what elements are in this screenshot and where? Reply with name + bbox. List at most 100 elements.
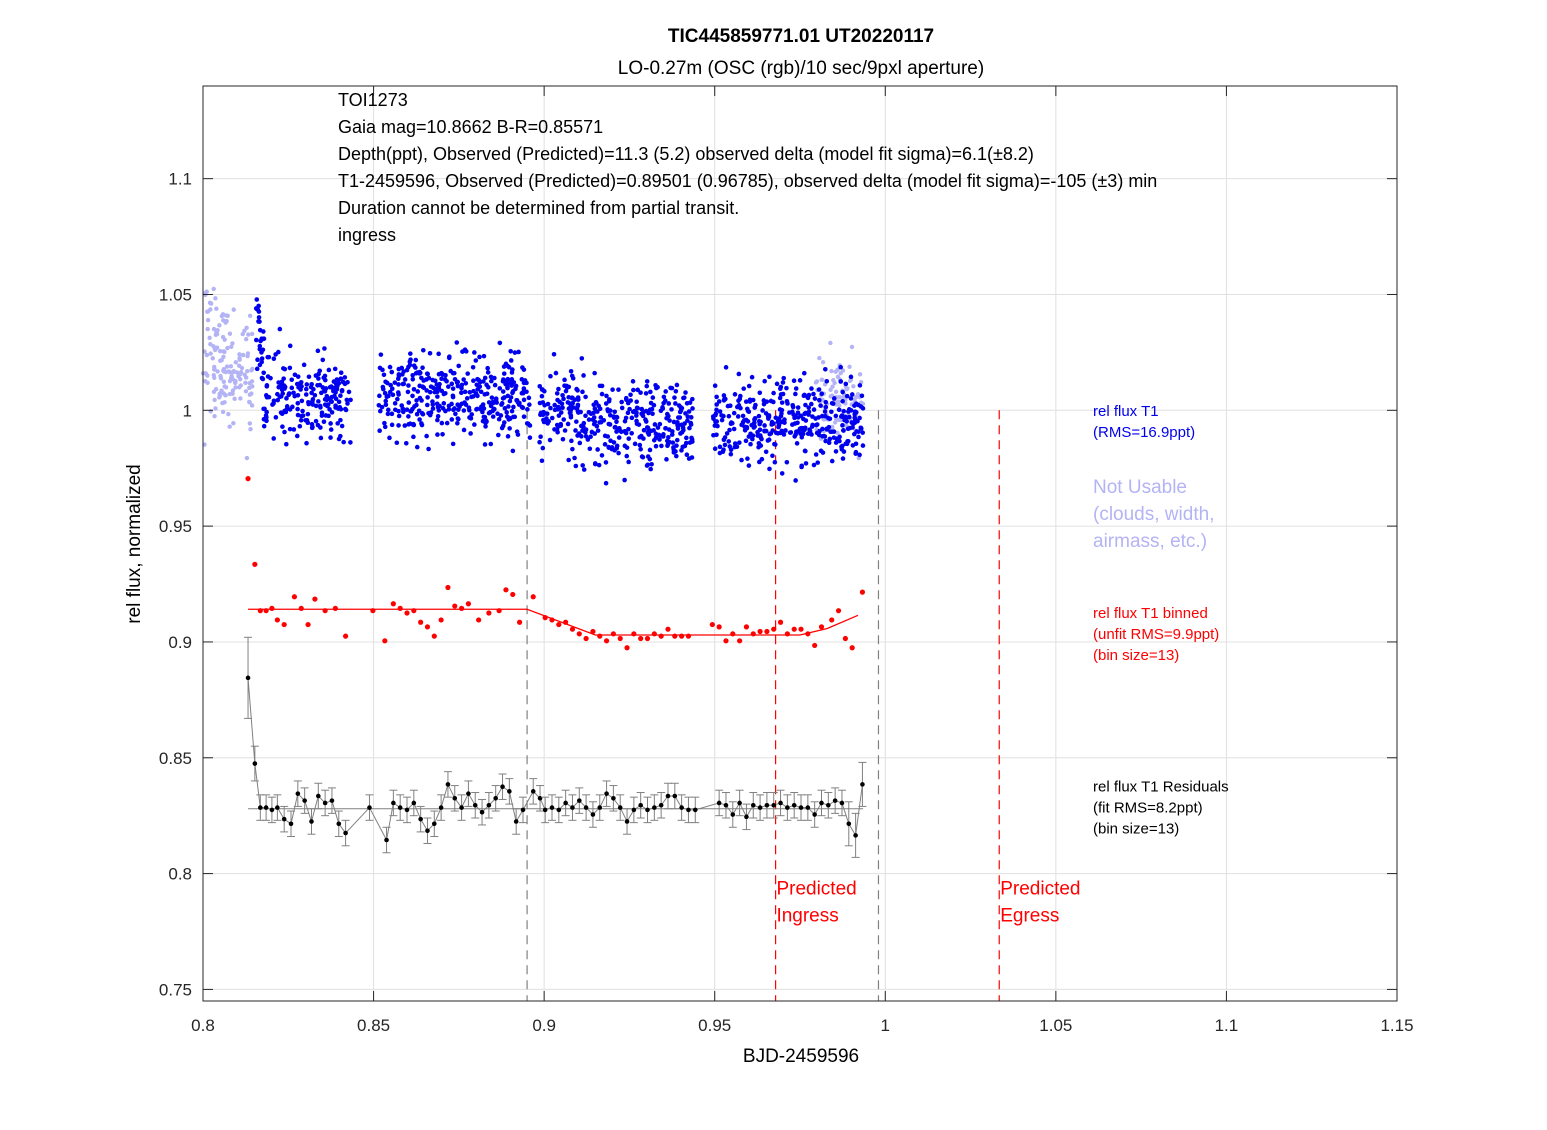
- rel-flux-point: [714, 407, 719, 413]
- rel-flux-point: [638, 390, 643, 395]
- rel-flux-point: [631, 387, 636, 393]
- rel-flux-point: [401, 409, 406, 415]
- rel-flux-point: [816, 415, 821, 420]
- rel-flux-point: [400, 372, 405, 377]
- rel-flux-point: [606, 421, 612, 427]
- rel-flux-point: [271, 356, 277, 361]
- x-tick-label: 0.85: [357, 1016, 390, 1035]
- rel-flux-point: [803, 461, 809, 466]
- rel-flux-point: [820, 426, 825, 432]
- rel-flux-point: [846, 407, 852, 412]
- binned-point: [370, 608, 376, 614]
- rel-flux-point: [612, 409, 618, 415]
- not-usable-point: [233, 380, 238, 385]
- rel-flux-point: [689, 435, 694, 441]
- rel-flux-point: [436, 371, 442, 377]
- predicted-ingress-label: Predicted: [776, 878, 856, 899]
- legend-entry-text: rel flux T1 binned: [1093, 605, 1208, 622]
- rel-flux-point: [431, 385, 436, 391]
- rel-flux-point: [396, 413, 402, 419]
- rel-flux-point: [731, 426, 737, 432]
- rel-flux-point: [844, 393, 850, 399]
- binned-point: [771, 626, 777, 632]
- rel-flux-point: [510, 448, 516, 454]
- binned-point: [332, 605, 338, 611]
- rel-flux-point: [295, 400, 301, 406]
- rel-flux-point: [388, 382, 393, 388]
- rel-flux-point: [474, 406, 480, 412]
- rel-flux-point: [673, 388, 679, 394]
- rel-flux-point: [860, 443, 866, 448]
- rel-flux-point: [338, 417, 343, 423]
- not-usable-point: [212, 397, 217, 403]
- rel-flux-point: [385, 380, 390, 386]
- residual-point: [631, 807, 637, 813]
- binned-point: [679, 633, 685, 639]
- rel-flux-point: [430, 399, 435, 404]
- rel-flux-point: [639, 411, 644, 417]
- rel-flux-point: [539, 393, 545, 399]
- rel-flux-point: [610, 387, 615, 392]
- rel-flux-point: [607, 408, 613, 413]
- not-usable-point: [213, 406, 218, 411]
- not-usable-point: [248, 426, 253, 432]
- rel-flux-point: [327, 384, 333, 390]
- not-usable-point: [245, 353, 250, 359]
- rel-flux-point: [552, 402, 558, 408]
- not-usable-point: [244, 325, 249, 330]
- rel-flux-point: [435, 417, 440, 423]
- rel-flux-point: [446, 407, 452, 412]
- legend-entry-text: (unfit RMS=9.9ppt): [1093, 626, 1219, 643]
- not-usable-point: [242, 328, 247, 333]
- rel-flux-point: [599, 383, 605, 389]
- legend-entry-text: rel flux T1: [1093, 403, 1159, 420]
- rel-flux-point: [462, 400, 467, 405]
- rel-flux-point: [738, 393, 743, 399]
- rel-flux-point: [254, 297, 260, 302]
- rel-flux-point: [845, 439, 850, 444]
- not-usable-point: [230, 369, 236, 375]
- rel-flux-point: [795, 410, 801, 416]
- binned-point: [542, 615, 548, 621]
- rel-flux-point: [402, 377, 408, 382]
- not-usable-point: [238, 377, 243, 382]
- not-usable-point: [236, 363, 242, 368]
- rel-flux-point: [857, 415, 862, 421]
- residual-point: [665, 793, 671, 799]
- rel-flux-point: [591, 410, 596, 416]
- residual-point: [563, 800, 568, 806]
- rel-flux-point: [408, 409, 413, 414]
- rel-flux-point: [736, 403, 742, 408]
- rel-flux-point: [762, 378, 767, 384]
- rel-flux-point: [580, 463, 585, 468]
- rel-flux-point: [823, 399, 829, 405]
- residual-point: [513, 819, 519, 824]
- rel-flux-point: [396, 373, 402, 379]
- rel-flux-point: [799, 425, 804, 431]
- rel-flux-point: [728, 451, 734, 457]
- binned-point: [624, 645, 630, 651]
- rel-flux-point: [257, 319, 262, 324]
- rel-flux-point: [486, 400, 492, 405]
- rel-flux-point: [278, 410, 284, 415]
- residual-point: [263, 805, 269, 810]
- rel-flux-point: [456, 363, 462, 369]
- binned-point: [382, 638, 388, 644]
- rel-flux-point: [316, 399, 321, 404]
- rel-flux-point: [638, 446, 643, 452]
- residual-point: [520, 807, 526, 813]
- rel-flux-point: [721, 447, 726, 452]
- rel-flux-point: [303, 386, 309, 392]
- rel-flux-point: [811, 462, 817, 468]
- y-tick-label: 0.8: [168, 865, 192, 884]
- rel-flux-point: [745, 419, 751, 424]
- rel-flux-point: [266, 394, 272, 400]
- rel-flux-point: [802, 411, 807, 417]
- not-usable-point: [230, 391, 235, 396]
- rel-flux-point: [756, 413, 762, 419]
- rel-flux-point: [526, 395, 532, 401]
- rel-flux-point: [538, 434, 543, 440]
- rel-flux-point: [815, 460, 821, 465]
- rel-flux-point: [482, 392, 488, 397]
- not-usable-point: [246, 332, 251, 337]
